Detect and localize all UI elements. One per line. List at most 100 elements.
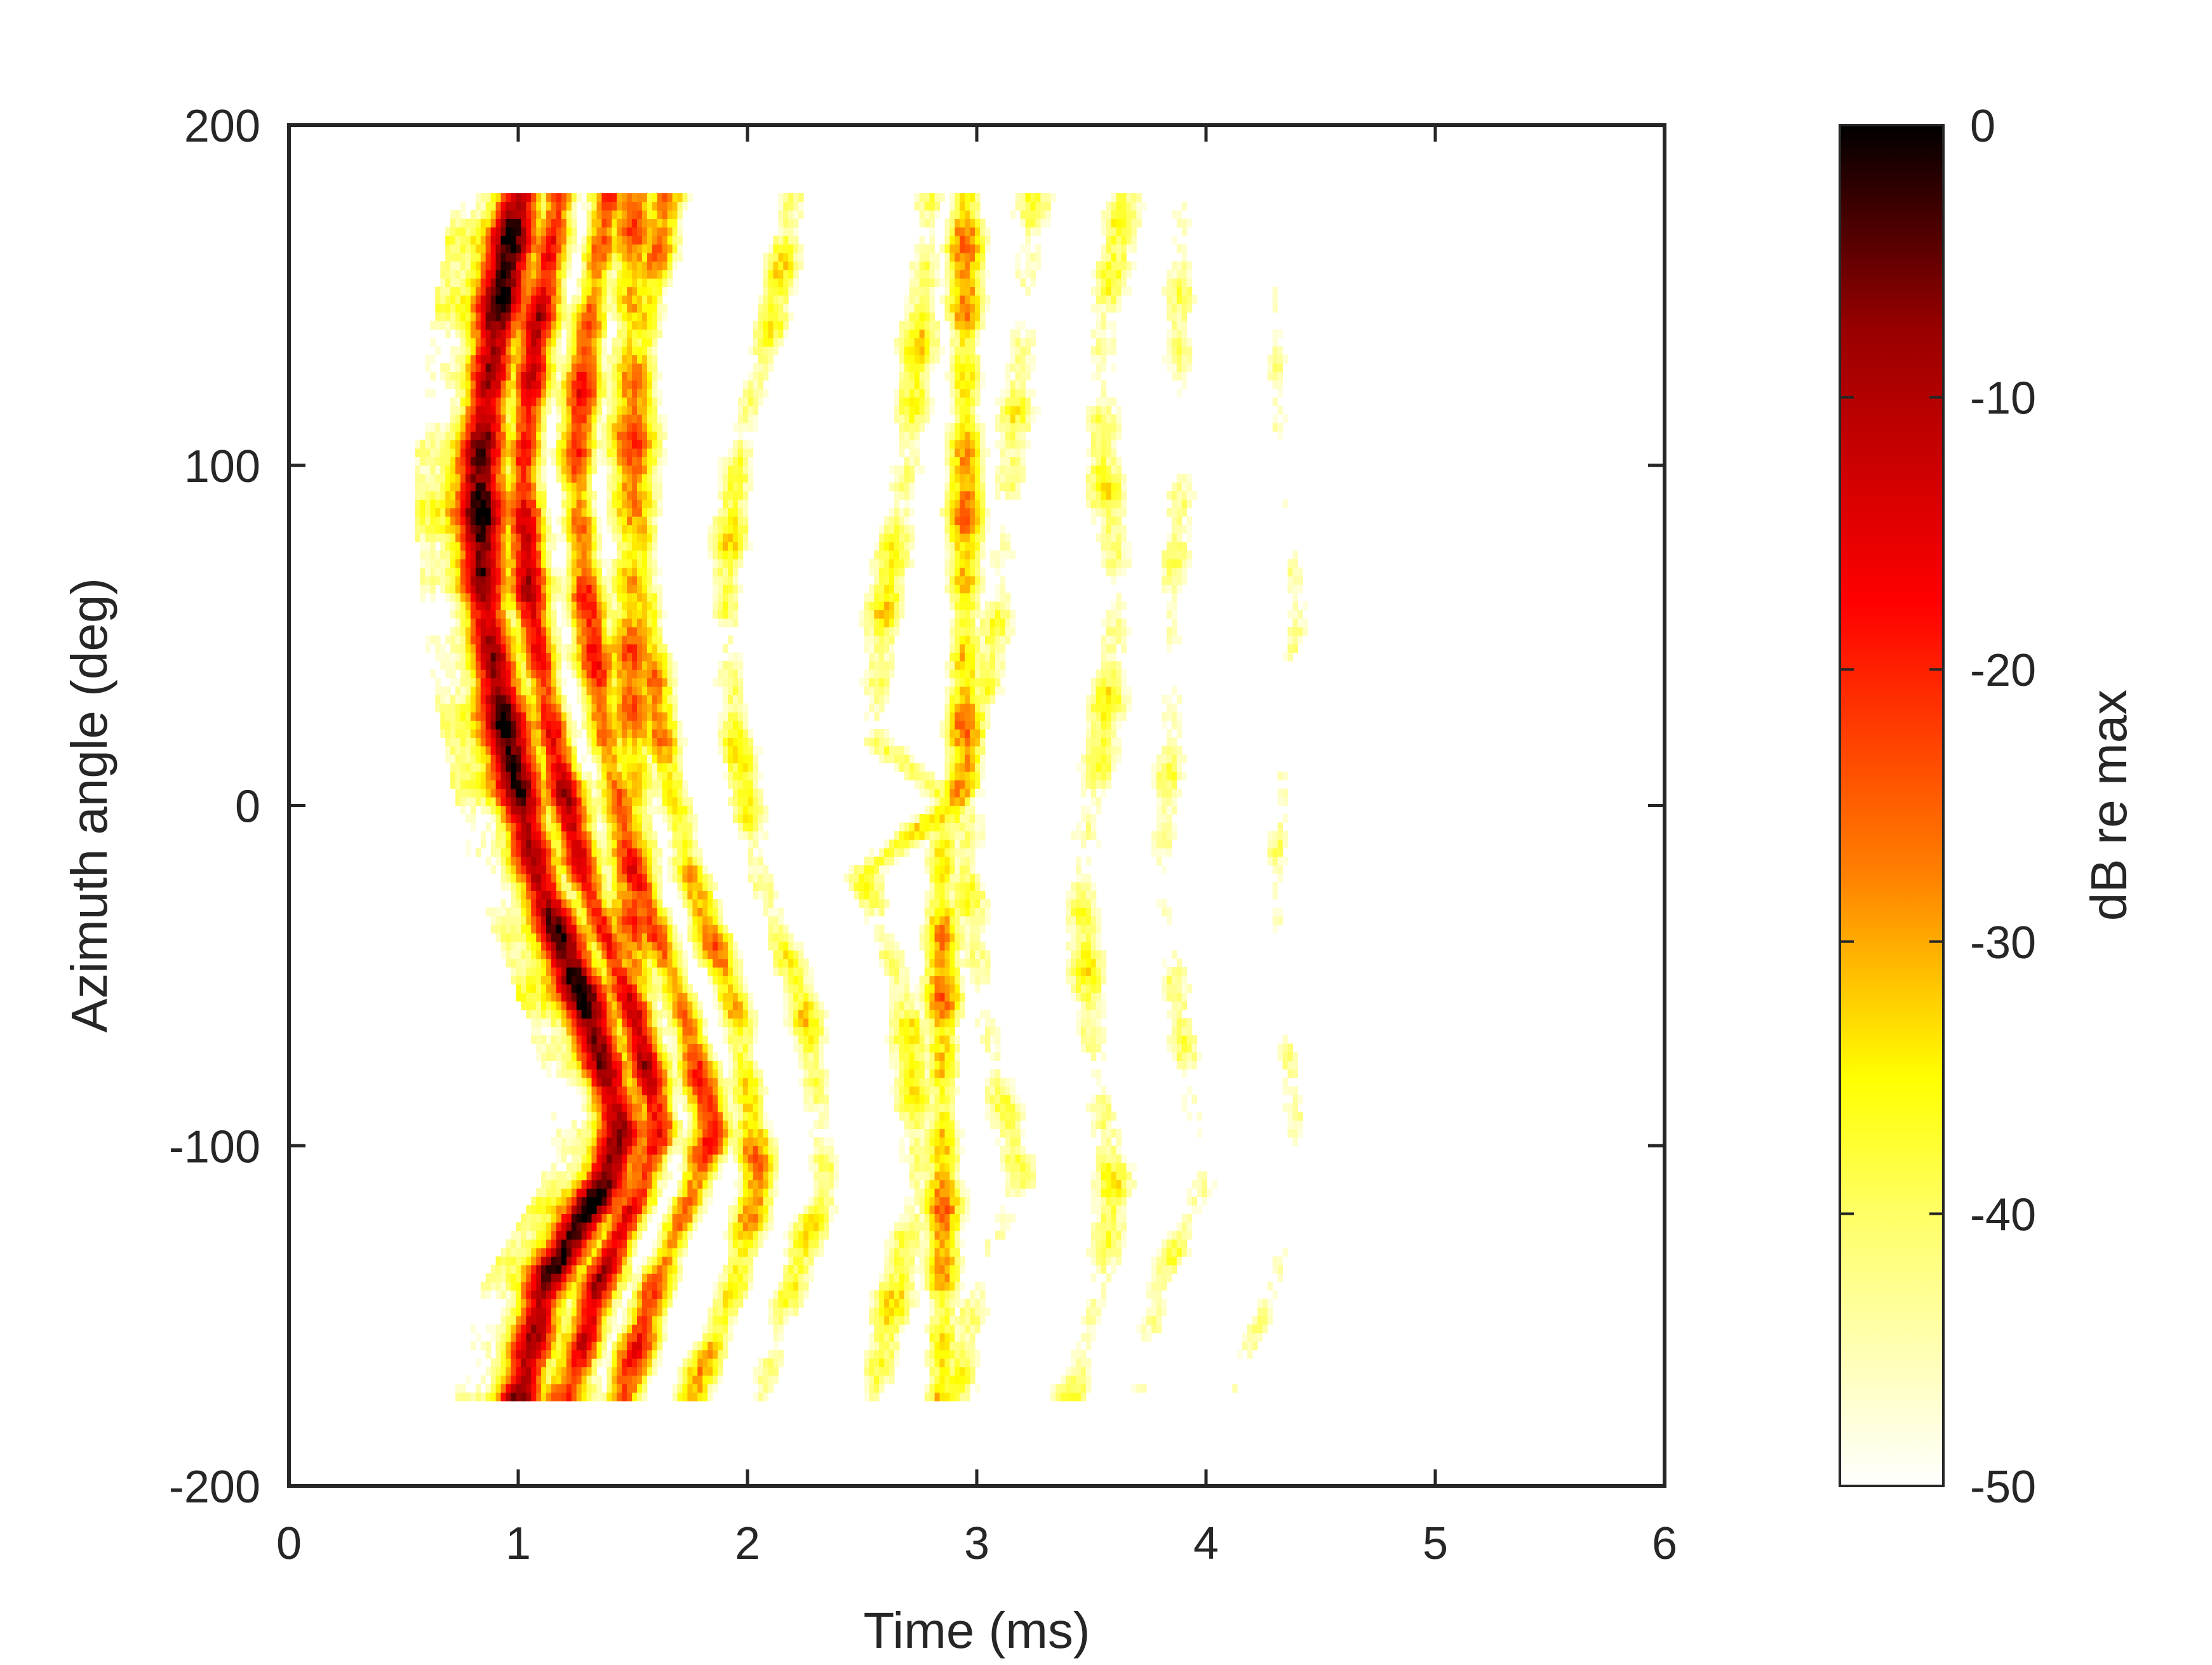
- heatmap-cell: [742, 993, 749, 1002]
- heatmap-cell: [581, 1392, 587, 1401]
- heatmap-cell: [924, 1358, 930, 1368]
- heatmap-cell: [924, 1179, 930, 1189]
- heatmap-cell: [632, 1316, 638, 1325]
- heatmap-cell: [596, 831, 602, 840]
- heatmap-cell: [1156, 1281, 1162, 1291]
- heatmap-cell: [591, 1137, 597, 1146]
- heatmap-cell: [561, 848, 567, 857]
- heatmap-cell: [657, 907, 663, 917]
- heatmap-cell: [713, 941, 718, 951]
- heatmap-cell: [637, 1043, 643, 1053]
- heatmap-cell: [511, 1349, 516, 1359]
- heatmap-cell: [1162, 899, 1167, 908]
- heatmap-cell: [1166, 975, 1172, 985]
- heatmap-cell: [641, 1392, 648, 1401]
- heatmap-cell: [617, 1239, 622, 1248]
- heatmap-cell: [607, 1349, 612, 1359]
- heatmap-cell: [687, 1205, 693, 1214]
- heatmap-cell: [627, 1222, 633, 1231]
- heatmap-cell: [1166, 1043, 1172, 1053]
- heatmap-cell: [1090, 1239, 1097, 1248]
- heatmap-cell: [632, 882, 638, 891]
- heatmap-cell: [622, 1086, 627, 1095]
- heatmap-cell: [919, 1179, 925, 1189]
- heatmap-cell: [581, 1163, 587, 1172]
- heatmap-cell: [1090, 941, 1097, 951]
- heatmap-cell: [652, 1018, 658, 1027]
- heatmap-cell: [627, 882, 633, 891]
- heatmap-cell: [687, 1384, 693, 1393]
- heatmap-cell: [506, 950, 511, 960]
- heatmap-cell: [516, 831, 521, 840]
- heatmap-cell: [1015, 1188, 1021, 1198]
- heatmap-cell: [601, 1120, 607, 1130]
- heatmap-cell: [657, 1078, 663, 1087]
- heatmap-cell: [500, 1332, 507, 1342]
- heatmap-cell: [899, 1307, 905, 1316]
- heatmap-cell: [612, 975, 617, 985]
- heatmap-cell: [793, 1010, 799, 1019]
- heatmap-cell: [551, 1299, 557, 1308]
- heatmap-cell: [970, 1316, 975, 1325]
- heatmap-cell: [627, 1384, 633, 1393]
- heatmap-cell: [546, 1188, 552, 1198]
- heatmap-cell: [793, 1239, 799, 1248]
- heatmap-cell: [687, 899, 693, 908]
- heatmap-cell: [949, 1146, 955, 1155]
- heatmap-cell: [728, 1018, 734, 1027]
- heatmap-cell: [934, 1078, 941, 1087]
- heatmap-cell: [632, 1248, 638, 1257]
- heatmap-cell: [667, 984, 673, 993]
- heatmap-cell: [536, 1273, 542, 1283]
- heatmap-cell: [556, 1367, 562, 1376]
- heatmap-cell: [985, 1010, 991, 1019]
- heatmap-cell: [591, 1196, 597, 1206]
- heatmap-cell: [939, 813, 945, 823]
- heatmap-cell: [773, 967, 779, 976]
- heatmap-cell: [899, 1290, 905, 1299]
- heatmap-cell: [1186, 1060, 1193, 1070]
- heatmap-cell: [753, 1035, 759, 1045]
- heatmap-cell: [627, 958, 633, 968]
- heatmap-cell: [687, 831, 693, 840]
- heatmap-cell: [622, 1316, 627, 1325]
- heatmap-cell: [1186, 1188, 1193, 1198]
- heatmap-cell: [960, 1307, 965, 1316]
- heatmap-cell: [516, 1273, 521, 1283]
- heatmap-cell: [1076, 1349, 1082, 1359]
- heatmap-cell: [1096, 1035, 1102, 1045]
- heatmap-cell: [713, 907, 718, 917]
- heatmap-cell: [596, 1358, 602, 1368]
- heatmap-cell: [1080, 839, 1087, 849]
- heatmap-cell: [723, 993, 728, 1002]
- heatmap-cell: [662, 1103, 668, 1113]
- heatmap-cell: [657, 1128, 663, 1138]
- heatmap-cell: [612, 873, 617, 883]
- heatmap-cell: [955, 933, 960, 942]
- heatmap-cell: [1000, 1094, 1006, 1104]
- heatmap-cell: [687, 1137, 693, 1146]
- heatmap-cell: [657, 950, 663, 960]
- heatmap-cell: [581, 1137, 587, 1146]
- heatmap-cell: [662, 1171, 668, 1180]
- heatmap-cell: [591, 1332, 597, 1342]
- heatmap-cell: [823, 1231, 829, 1240]
- heatmap-cell: [753, 1214, 759, 1223]
- heatmap-cell: [546, 1341, 552, 1351]
- heatmap-cell: [672, 848, 678, 857]
- heatmap-cell: [561, 1375, 567, 1384]
- heatmap-cell: [1277, 856, 1284, 866]
- heatmap-cell: [612, 1222, 617, 1231]
- heatmap-cell: [622, 1358, 627, 1368]
- heatmap-cell: [894, 1256, 900, 1266]
- heatmap-cell: [641, 1256, 648, 1266]
- heatmap-cell: [788, 1273, 794, 1283]
- heatmap-cell: [773, 1137, 779, 1146]
- heatmap-cell: [652, 1332, 658, 1342]
- heatmap-cell: [1162, 1248, 1167, 1257]
- heatmap-cell: [949, 950, 955, 960]
- heatmap-cell: [753, 1128, 759, 1138]
- heatmap-cell: [723, 1341, 728, 1351]
- heatmap-cell: [874, 1367, 880, 1376]
- heatmap-cell: [601, 822, 607, 832]
